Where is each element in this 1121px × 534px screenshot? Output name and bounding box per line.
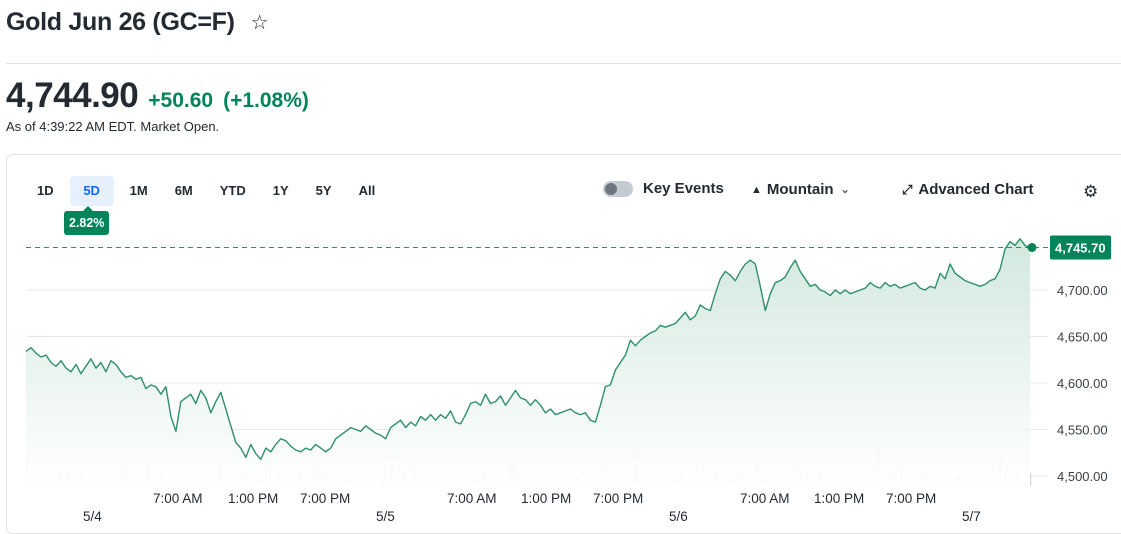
y-tick-label: 4,600.00	[1057, 376, 1108, 391]
x-tick-time: 7:00 PM	[886, 491, 936, 506]
last-value-label: 4,745.70	[1055, 240, 1106, 255]
range-tab-6m[interactable]: 6M	[174, 183, 193, 198]
star-icon[interactable]: ☆	[250, 12, 269, 34]
x-tick-time: 7:00 PM	[300, 491, 350, 506]
y-axis: 4,500.00 4,550.00 4,600.00 4,650.00 4,700.00	[1057, 283, 1108, 484]
x-tick-time: 1:00 PM	[521, 491, 571, 506]
x-tick-date: 5/5	[376, 509, 395, 524]
x-tick-date: 5/7	[962, 509, 981, 524]
instrument-title: Gold Jun 26 (GC=F)	[6, 8, 235, 36]
y-tick-label: 4,700.00	[1057, 283, 1108, 298]
y-tick-label: 4,550.00	[1057, 423, 1108, 438]
range-tab-1d[interactable]: 1D	[37, 183, 54, 198]
x-tick-time: 7:00 AM	[447, 491, 497, 506]
advanced-chart-button[interactable]: ⤢ Advanced Chart	[902, 181, 1033, 198]
line-path	[25, 238, 1031, 460]
x-tick-date: 5/6	[669, 509, 688, 524]
x-tick-time: 7:00 AM	[153, 491, 203, 506]
expand-icon: ⤢	[902, 181, 913, 197]
volume-bar	[1030, 473, 1032, 486]
range-tab-5y[interactable]: 5Y	[315, 183, 332, 198]
last-value-label-box	[1050, 235, 1111, 260]
advanced-chart-label: Advanced Chart	[918, 181, 1034, 198]
divider	[6, 63, 1121, 64]
key-events-toggle[interactable]: Key Events	[603, 180, 724, 197]
range-tab-all[interactable]: All	[358, 183, 376, 198]
last-value-marker: 4,745.70	[1027, 235, 1111, 260]
range-change-badge: 2.82%	[64, 206, 110, 235]
range-tab-1m[interactable]: 1M	[129, 183, 148, 198]
area-path	[26, 238, 1030, 486]
x-tick-time: 1:00 PM	[814, 491, 864, 506]
toggle-switch[interactable]	[603, 180, 633, 197]
x-tick-date: 5/4	[83, 509, 102, 524]
gear-icon[interactable]: ⚙	[1083, 182, 1099, 201]
range-tab-1y[interactable]: 1Y	[272, 183, 289, 198]
y-tick-label: 4,500.00	[1057, 469, 1108, 484]
area-fill	[26, 238, 1030, 486]
x-tick-time: 1:00 PM	[228, 491, 278, 506]
series-line	[25, 238, 1031, 460]
last-value-dot	[1027, 242, 1037, 252]
mountain-icon: ▲	[751, 183, 762, 196]
market-status: As of 4:39:22 AM EDT. Market Open.	[6, 119, 220, 134]
chart-type-label: Mountain	[766, 181, 834, 198]
chevron-down-icon: ⌄	[840, 184, 850, 196]
range-tab-ytd[interactable]: YTD	[219, 183, 246, 198]
y-tick-label: 4,650.00	[1057, 330, 1108, 345]
toggle-knob	[605, 182, 617, 195]
price-row: 4,744.90 +50.60 (+1.08%)	[6, 76, 309, 116]
x-axis: 7:00 AM 1:00 PM 7:00 PM 7:00 AM 1:00 PM 7:00 …	[83, 491, 981, 524]
chart-type-dropdown[interactable]: ▲ Mountain ⌄	[751, 181, 850, 198]
quote-header: Gold Jun 26 (GC=F) ☆	[6, 8, 269, 37]
range-tab-5d[interactable]: 5D	[69, 176, 114, 206]
key-events-label: Key Events	[643, 180, 724, 197]
x-tick-time: 7:00 AM	[740, 491, 790, 506]
last-price: 4,744.90	[6, 76, 139, 115]
price-change: +50.60	[148, 89, 214, 112]
range-tabs: 1D 5D 1M 6M YTD 1Y 5Y All	[26, 176, 391, 206]
x-tick-time: 7:00 PM	[593, 491, 643, 506]
price-change-percent: (+1.08%)	[223, 89, 309, 112]
